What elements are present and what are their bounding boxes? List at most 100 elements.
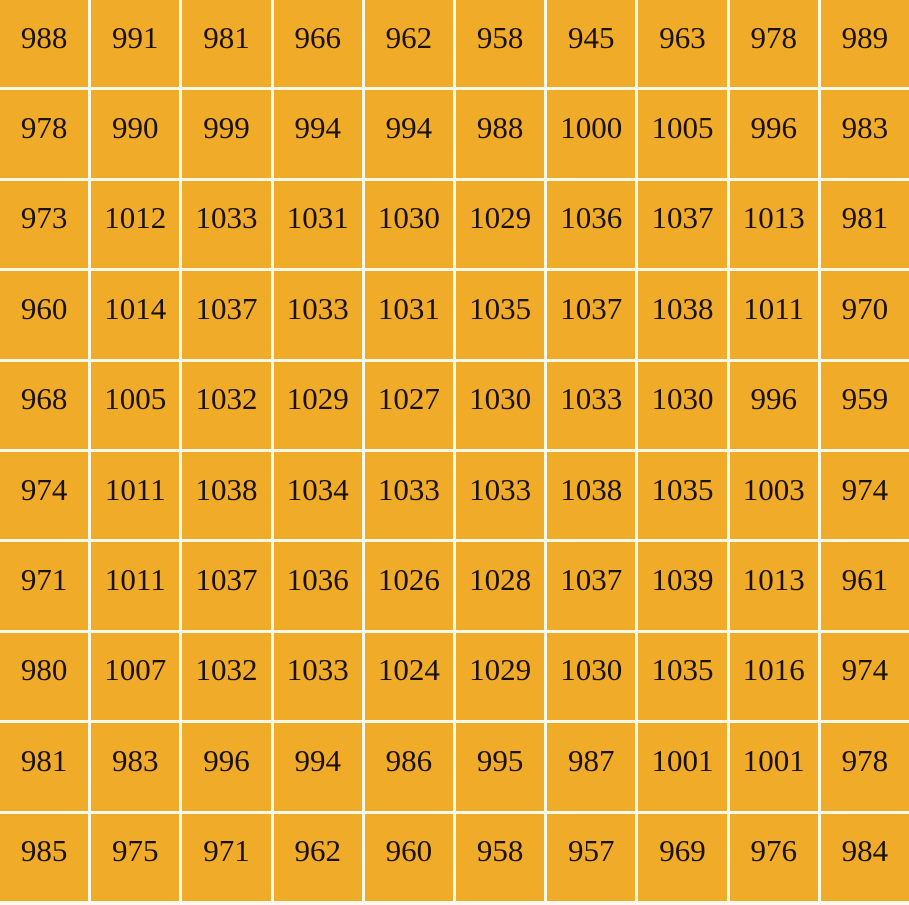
grid-cell: 1033 (273, 632, 362, 721)
grid-cell: 970 (820, 271, 909, 359)
grid-cell: 1013 (729, 180, 818, 269)
grid-cell: 958 (455, 813, 545, 901)
grid-cell: 1036 (547, 180, 636, 269)
grid-cell: 958 (455, 0, 545, 88)
grid-cell: 1016 (729, 632, 818, 721)
grid-cell: 1033 (364, 452, 453, 540)
grid-cell: 989 (820, 0, 909, 88)
grid-cell: 994 (273, 90, 362, 178)
grid-cell: 984 (820, 813, 909, 901)
grid-cell: 974 (820, 452, 909, 540)
grid-cell: 1034 (273, 452, 362, 540)
grid-cell: 983 (91, 723, 180, 811)
grid-cell: 969 (638, 813, 727, 901)
grid-cell: 962 (273, 813, 362, 901)
grid-cell: 990 (91, 90, 180, 178)
grid-cell: 1037 (547, 271, 636, 359)
grid-cell: 994 (364, 90, 453, 178)
grid-cell: 1012 (91, 180, 180, 269)
grid-cell: 981 (182, 0, 271, 88)
grid-cell: 983 (820, 90, 909, 178)
grid-cell: 996 (729, 90, 818, 178)
grid-cell: 995 (455, 723, 545, 811)
grid-cell: 959 (820, 361, 909, 449)
grid-cell: 973 (0, 180, 89, 269)
grid-cell: 968 (0, 361, 89, 449)
grid-cell: 1001 (638, 723, 727, 811)
grid-cell: 980 (0, 632, 89, 721)
grid-cell: 1029 (455, 180, 545, 269)
grid-cell: 1007 (91, 632, 180, 721)
grid-cell: 974 (820, 632, 909, 721)
grid-cell: 960 (364, 813, 453, 901)
grid-cell: 961 (820, 542, 909, 630)
grid-cell: 1033 (182, 180, 271, 269)
grid-cell: 986 (364, 723, 453, 811)
grid-cell: 971 (182, 813, 271, 901)
grid-cell: 981 (0, 723, 89, 811)
grid-cell: 999 (182, 90, 271, 178)
grid-cell: 1026 (364, 542, 453, 630)
grid-cell: 1038 (182, 452, 271, 540)
grid-cell: 1013 (729, 542, 818, 630)
grid-cell: 1038 (638, 271, 727, 359)
grid-cell: 1030 (364, 180, 453, 269)
grid-cell: 1029 (455, 632, 545, 721)
grid-cell: 991 (91, 0, 180, 88)
grid-cell: 1038 (547, 452, 636, 540)
grid-cell: 1032 (182, 361, 271, 449)
grid-cell: 988 (0, 0, 89, 88)
grid-cell: 987 (547, 723, 636, 811)
grid-cell: 971 (0, 542, 89, 630)
grid-cell: 975 (91, 813, 180, 901)
grid-cell: 996 (729, 361, 818, 449)
grid-cell: 1035 (455, 271, 545, 359)
grid-cell: 1024 (364, 632, 453, 721)
grid-cell: 1031 (273, 180, 362, 269)
grid-cell: 978 (729, 0, 818, 88)
grid-cell: 1037 (182, 542, 271, 630)
grid-cell: 1037 (638, 180, 727, 269)
grid-cell: 1037 (547, 542, 636, 630)
grid-cell: 976 (729, 813, 818, 901)
grid-cell: 1027 (364, 361, 453, 449)
grid-cell: 1011 (91, 542, 180, 630)
grid-cell: 994 (273, 723, 362, 811)
grid-cell: 1035 (638, 632, 727, 721)
grid-cell: 1011 (91, 452, 180, 540)
grid-cell: 1033 (273, 271, 362, 359)
grid-cell: 1036 (273, 542, 362, 630)
grid-cell: 1033 (455, 452, 545, 540)
grid-cell: 1039 (638, 542, 727, 630)
grid-cell: 1005 (638, 90, 727, 178)
grid-cell: 1028 (455, 542, 545, 630)
grid-cell: 1031 (364, 271, 453, 359)
grid-cell: 996 (182, 723, 271, 811)
grid-cell: 1001 (729, 723, 818, 811)
grid-cell: 1030 (547, 632, 636, 721)
grid-cell: 978 (820, 723, 909, 811)
grid-cell: 1030 (638, 361, 727, 449)
grid-cell: 974 (0, 452, 89, 540)
grid-cell: 1037 (182, 271, 271, 359)
grid-cell: 1003 (729, 452, 818, 540)
grid-cell: 1035 (638, 452, 727, 540)
grid-cell: 1032 (182, 632, 271, 721)
grid-cell: 1033 (547, 361, 636, 449)
grid-cell: 960 (0, 271, 89, 359)
grid-cell: 981 (820, 180, 909, 269)
grid-cell: 1014 (91, 271, 180, 359)
grid-cell: 966 (273, 0, 362, 88)
grid-cell: 1005 (91, 361, 180, 449)
grid-cell: 1011 (729, 271, 818, 359)
grid-cell: 963 (638, 0, 727, 88)
grid-cell: 1029 (273, 361, 362, 449)
grid-cell: 962 (364, 0, 453, 88)
grid-cell: 1030 (455, 361, 545, 449)
grid-cell: 957 (547, 813, 636, 901)
grid-cell: 978 (0, 90, 89, 178)
grid-cell: 985 (0, 813, 89, 901)
grid-cell: 945 (547, 0, 636, 88)
grid-cell: 1000 (547, 90, 636, 178)
